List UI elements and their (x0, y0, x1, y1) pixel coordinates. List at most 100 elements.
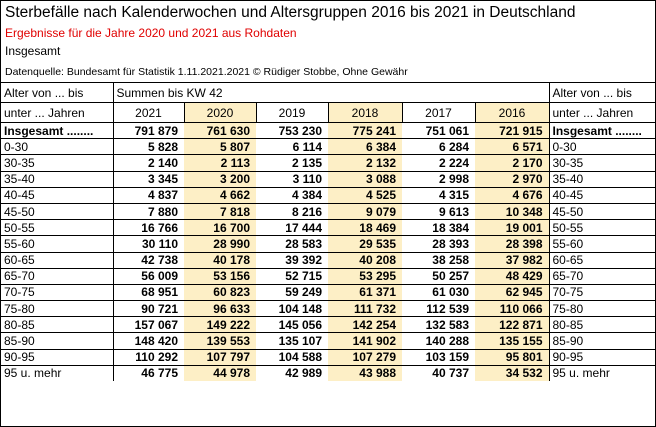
subtitle: Ergebnisse für die Jahre 2020 und 2021 a… (5, 26, 297, 40)
cell: 44 978 (184, 364, 256, 381)
row-label: 65-70 (548, 267, 655, 285)
cell: 2 998 (402, 170, 475, 188)
cell: 2 170 (475, 154, 549, 172)
data-row: 95 u. mehr 46 775 44 978 42 989 43 988 40 737… (1, 364, 655, 381)
year-header: 2020 (183, 102, 256, 123)
cell: 6 114 (256, 138, 328, 155)
cell: 111 732 (328, 300, 402, 317)
row-label: 0-30 (548, 138, 655, 155)
year-header: 2019 (255, 102, 328, 123)
cell: 59 249 (256, 283, 328, 301)
row-label: 45-50 (1, 202, 114, 220)
cell: 18 384 (402, 219, 475, 236)
cell: 6 571 (475, 138, 549, 155)
cell: 96 633 (184, 300, 256, 317)
cell: 775 241 (328, 121, 402, 139)
data-row: 85-90 148 420 139 553 135 107 141 902 140 288… (1, 332, 655, 350)
row-label: 55-60 (1, 235, 114, 252)
cell: 110 066 (475, 300, 549, 317)
data-row: 35-40 3 345 3 200 3 110 3 088 2 998 2 970 35-40 (1, 170, 655, 188)
year-header: 2021 (112, 102, 184, 123)
cell: 139 553 (184, 332, 256, 350)
data-row: 0-30 5 828 5 807 6 114 6 384 6 284 6 571 0-30 (1, 138, 655, 155)
header-row: unter ... Jahren 2021 2020 2019 2018 2017 2016… (1, 102, 655, 123)
cell: 135 107 (256, 332, 328, 350)
cell: 4 676 (475, 186, 549, 204)
cell: 2 140 (113, 154, 184, 172)
cell: 30 110 (113, 235, 184, 252)
cell: 149 222 (184, 316, 256, 333)
cell: 16 700 (184, 219, 256, 236)
cell: 18 469 (328, 219, 402, 236)
row-label: 55-60 (548, 235, 655, 252)
span-title: Summen bis KW 42 (113, 82, 549, 103)
cell: 28 990 (184, 235, 256, 252)
data-row: 80-85 157 067 149 222 145 056 142 254 132 583… (1, 316, 655, 333)
year-header: 2018 (327, 102, 402, 123)
header-row: Alter von ... bis Summen bis KW 42 Alter v… (1, 82, 655, 103)
cell: 4 315 (402, 186, 475, 204)
row-label: Insgesamt ........ (1, 121, 114, 139)
cell: 2 970 (475, 170, 549, 188)
cell: 107 797 (184, 348, 256, 366)
data-row: 75-80 90 721 96 633 104 148 111 732 112 539 11… (1, 300, 655, 317)
row-label: 40-45 (548, 186, 655, 204)
data-row: 90-95 110 292 107 797 104 588 107 279 103 159… (1, 348, 655, 366)
cell: 42 989 (256, 364, 328, 381)
cell: 3 200 (184, 170, 256, 188)
cell: 2 113 (184, 154, 256, 172)
cell: 40 208 (328, 251, 402, 269)
cell: 62 945 (475, 283, 549, 301)
row-label: 95 u. mehr (548, 364, 655, 381)
cell: 141 902 (328, 332, 402, 350)
cell: 4 662 (184, 186, 256, 204)
cell: 2 135 (256, 154, 328, 172)
cell: 132 583 (402, 316, 475, 333)
cell: 135 155 (475, 332, 549, 350)
cell: 7 818 (184, 202, 256, 220)
row-label: 80-85 (1, 316, 114, 333)
cell: 2 132 (328, 154, 402, 172)
row-label: 45-50 (548, 202, 655, 220)
row-label: 35-40 (1, 170, 114, 188)
corner-label: Alter von ... bis (1, 82, 114, 103)
cell: 140 288 (402, 332, 475, 350)
row-label: 90-95 (548, 348, 655, 366)
corner-label: unter ... Jahren (548, 102, 655, 123)
cell: 148 420 (113, 332, 184, 350)
row-label: 30-35 (1, 154, 114, 172)
cell: 751 061 (402, 121, 475, 139)
cell: 68 951 (113, 283, 184, 301)
row-label: 35-40 (548, 170, 655, 188)
row-label: 85-90 (1, 332, 114, 350)
row-label: 60-65 (548, 251, 655, 269)
row-label: 60-65 (1, 251, 114, 269)
cell: 39 392 (256, 251, 328, 269)
cell: 8 216 (256, 202, 328, 220)
corner-label: unter ... Jahren (1, 102, 114, 123)
cell: 791 879 (113, 121, 184, 139)
cell: 28 393 (402, 235, 475, 252)
cell: 3 110 (256, 170, 328, 188)
cell: 95 801 (475, 348, 549, 366)
cell: 110 292 (113, 348, 184, 366)
data-row: 55-60 30 110 28 990 28 583 29 535 28 393 28 39… (1, 235, 655, 252)
row-label: 50-55 (1, 219, 114, 236)
row-label: Insgesamt ........ (548, 121, 655, 139)
data-row: 45-50 7 880 7 818 8 216 9 079 9 613 10 348 45-5… (1, 202, 655, 220)
source: Datenquelle: Bundesamt für Statistik 1.1… (5, 66, 408, 78)
data-row: 40-45 4 837 4 662 4 384 4 525 4 315 4 676 40-45 (1, 186, 655, 204)
data-row: 50-55 16 766 16 700 17 444 18 469 18 384 19 00… (1, 219, 655, 236)
cell: 761 630 (184, 121, 256, 139)
cell: 34 532 (475, 364, 549, 381)
cell: 17 444 (256, 219, 328, 236)
cell: 60 823 (184, 283, 256, 301)
cell: 753 230 (256, 121, 328, 139)
cell: 122 871 (475, 316, 549, 333)
cell: 52 715 (256, 267, 328, 285)
cell: 104 148 (256, 300, 328, 317)
data-row: 70-75 68 951 60 823 59 249 61 371 61 030 62 94… (1, 283, 655, 301)
row-label: 80-85 (548, 316, 655, 333)
cell: 4 837 (113, 186, 184, 204)
